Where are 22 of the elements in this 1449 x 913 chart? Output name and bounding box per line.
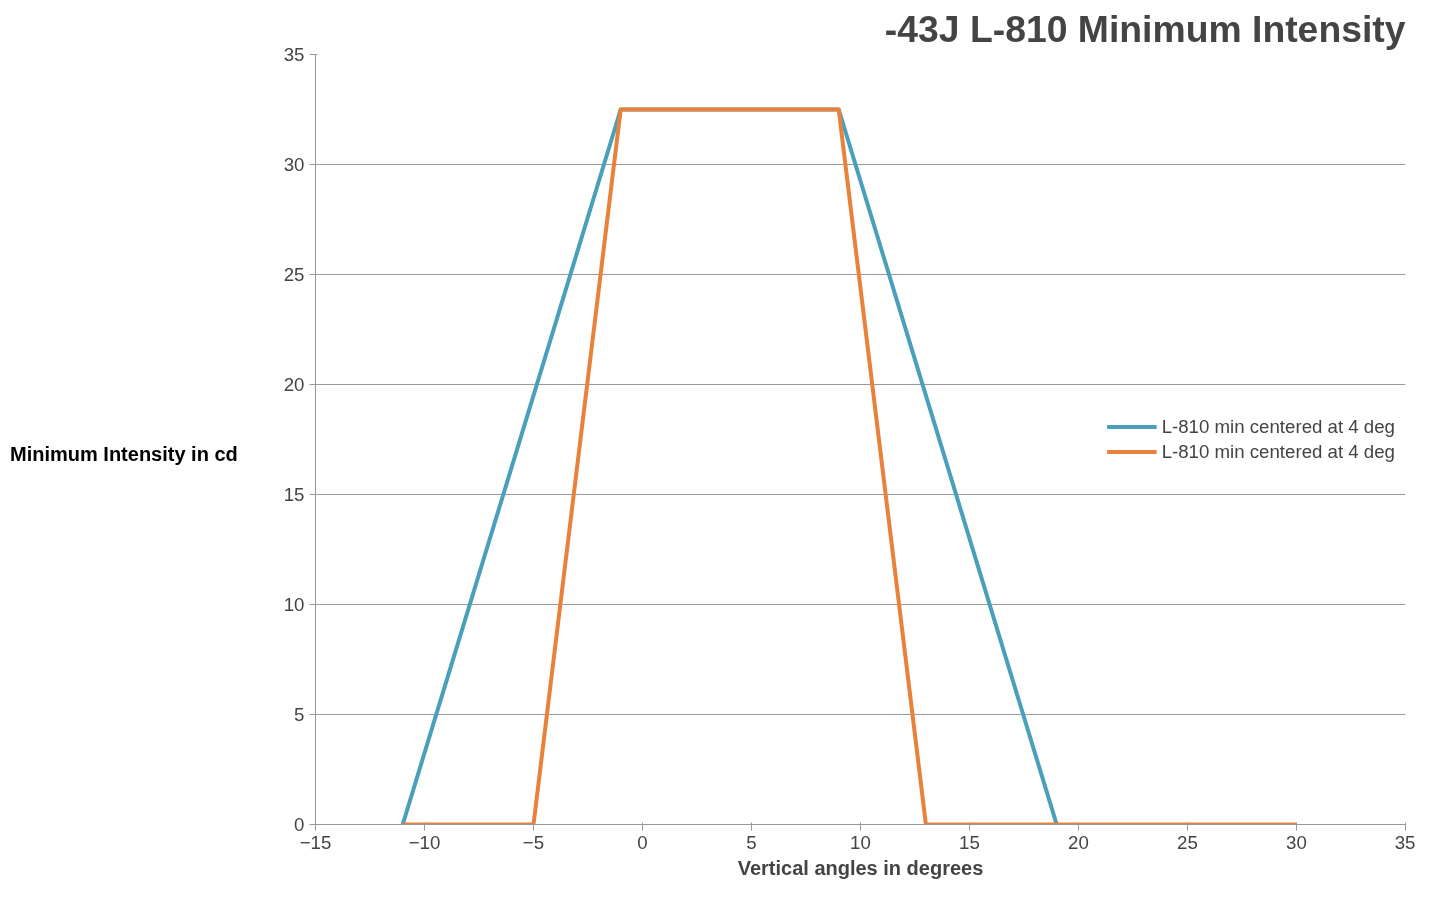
x-axis-title: Vertical angles in degrees [737, 856, 984, 879]
y-tick-label: 10 [283, 594, 305, 615]
y-tick-label: 30 [283, 154, 305, 175]
y-axis-title: Minimum Intensity in cd [10, 442, 238, 467]
legend-label: L-810 min centered at 4 deg [1161, 415, 1395, 438]
x-tick-label: 20 [1068, 831, 1089, 853]
y-tick-label: 5 [294, 704, 305, 725]
x-tick-label: 25 [1177, 831, 1198, 853]
x-tick-label: 10 [850, 831, 871, 853]
y-tick-label: 25 [283, 264, 305, 285]
x-tick-label: 35 [1394, 831, 1416, 853]
x-tick-label: 5 [746, 831, 757, 853]
chart-title: -43J L-810 Minimum Intensity [884, 7, 1406, 50]
x-tick-label: −10 [408, 831, 441, 853]
x-tick-label: 0 [637, 831, 648, 853]
y-tick-label: 35 [283, 44, 305, 65]
x-tick-label: −5 [522, 831, 545, 853]
x-tick-label: 30 [1286, 831, 1307, 853]
x-tick-label: 15 [959, 831, 980, 853]
legend-label: L-810 min centered at 4 deg [1161, 440, 1395, 463]
y-tick-label: 20 [283, 374, 305, 395]
y-tick-label: 15 [283, 484, 305, 505]
